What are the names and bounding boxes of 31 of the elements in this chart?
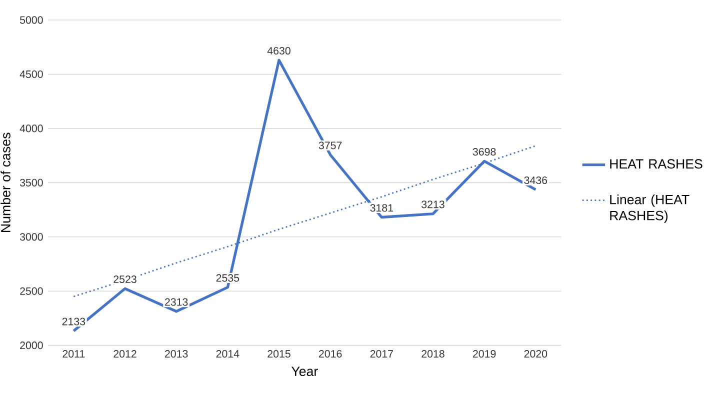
x-tick-label: 2013 [165,350,188,358]
y-tick-label: 4000 [20,124,43,132]
data-label: 2133 [62,318,86,326]
data-label: 3757 [318,142,342,150]
x-tick-label: 2019 [473,350,496,358]
x-tick-label: 2017 [370,350,393,358]
x-axis-title: Year [291,366,318,376]
x-tick-label: 2018 [422,350,444,358]
y-tick-label: 3000 [20,233,43,241]
x-tick-label: 2014 [216,350,240,358]
y-tick-label: 2500 [20,287,43,295]
data-label: 3181 [370,204,394,212]
data-label: 2523 [114,275,136,284]
y-tick-label: 2000 [20,342,43,350]
legend-label: HEAT RASHES [610,159,702,169]
y-tick-label: 5000 [20,16,43,24]
data-label: 3436 [524,176,548,184]
data-label: 4630 [267,46,290,55]
y-tick-label: 3500 [20,178,43,186]
x-tick-label: 2011 [62,350,85,358]
x-tick-label: 2020 [524,350,548,358]
y-tick-label: 4500 [20,70,43,78]
data-label: 2313 [165,298,188,306]
y-axis-title: Number of cases [0,132,10,232]
data-label: 3698 [472,148,496,156]
x-tick-label: 2012 [114,350,136,358]
x-tick-label: 2016 [319,350,342,358]
legend-label: Linear (HEAT RASHES) [610,194,690,223]
data-label: 3213 [422,200,444,208]
x-tick-label: 2015 [268,350,290,358]
data-label: 2535 [216,274,240,282]
